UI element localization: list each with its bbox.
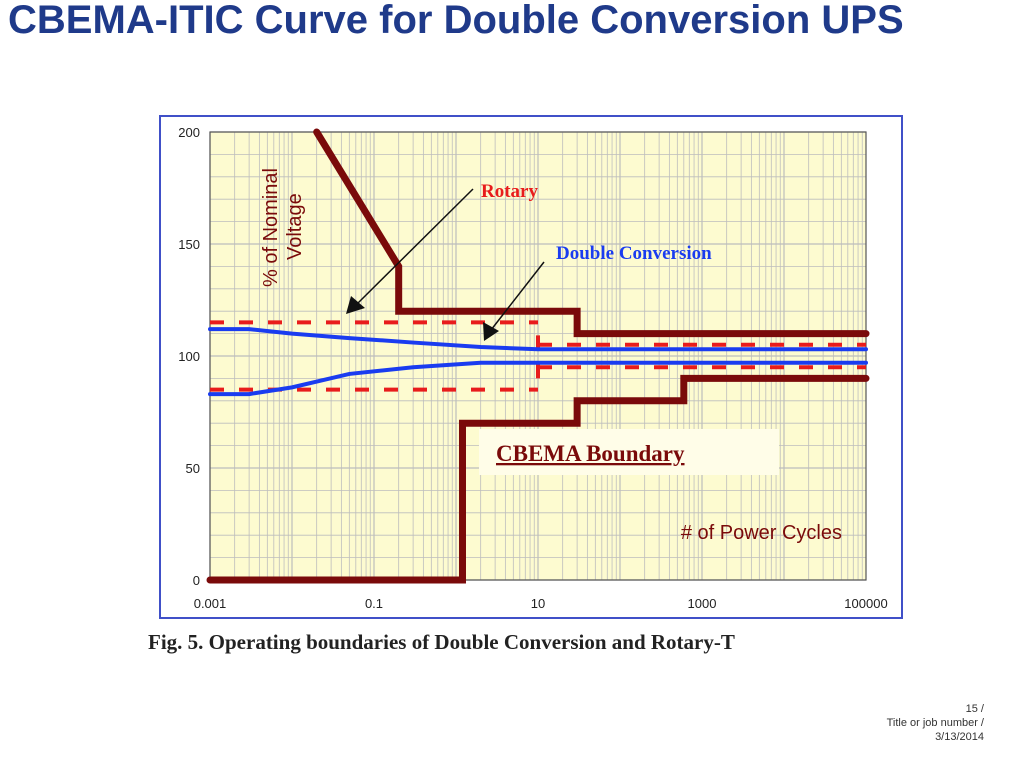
series-cbema-boundary-line (206, 374, 870, 584)
grid (209, 131, 866, 581)
series-double-conversion-line (208, 360, 868, 397)
x-tick-label: 100000 (844, 596, 887, 611)
series-double-conversion-line (208, 327, 868, 352)
cbema-label-box (479, 429, 779, 475)
x-axis-label: # of Power Cycles (681, 522, 842, 544)
annotation-rotary-label: Rotary (481, 181, 538, 202)
y-tick-label: 50 (186, 461, 200, 476)
annotation-double-conversion-label: Double Conversion (556, 243, 712, 264)
chart-panel: 0 50 100 150 200 0.001 0.1 10 1000 100000 % of No… (159, 115, 903, 619)
y-tick-label: 0 (193, 573, 200, 588)
y-tick-label: 100 (178, 349, 200, 364)
x-tick-label: 1000 (688, 596, 717, 611)
annotation-cbema-label: CBEMA Boundary (496, 441, 685, 466)
slide-footer: 15 / Title or job number / 3/13/2014 (887, 702, 984, 744)
annotation-double-conversion-arrow (490, 261, 545, 331)
page-number: 15 / (965, 703, 984, 715)
figure-caption: Fig. 5. Operating boundaries of Double C… (148, 630, 735, 654)
annotation-rotary-arrowhead (346, 296, 365, 314)
y-axis-label-line1: % of Nominal (260, 168, 282, 287)
plot-frame (209, 131, 867, 581)
annotation-double-conversion-arrowhead (483, 322, 499, 341)
annotation-rotary-arrow (355, 188, 474, 306)
series-cbema-boundary-line (313, 128, 870, 338)
cbema-chart: 0 50 100 150 200 0.001 0.1 10 1000 100000 % of No… (178, 125, 887, 611)
y-tick-label: 200 (178, 125, 200, 140)
label-layer: % of Nominal Voltage Rotary Double Conve… (260, 168, 842, 544)
x-tick-label: 0.001 (194, 596, 227, 611)
job-number: Title or job number / (886, 717, 984, 729)
y-tick-label: 150 (178, 237, 200, 252)
x-tick-label: 10 (531, 596, 545, 611)
axes: 0 50 100 150 200 0.001 0.1 10 1000 100000 (178, 125, 887, 611)
slide-title: CBEMA-ITIC Curve for Double Conversion U… (8, 0, 904, 42)
slide-date: 3/13/2014 (935, 731, 984, 743)
y-axis-label-line2: Voltage (284, 193, 306, 260)
x-tick-label: 0.1 (365, 596, 383, 611)
